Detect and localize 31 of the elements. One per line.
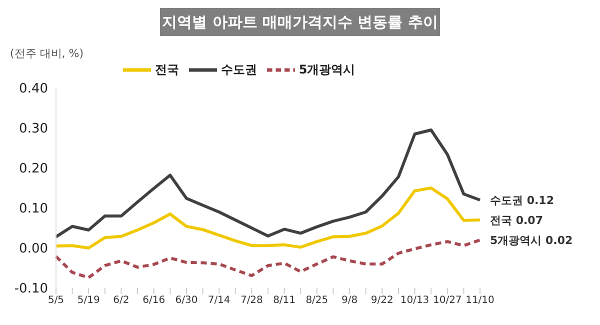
y-tick-label: -0.10 bbox=[14, 282, 48, 297]
annotation: 수도권 0.12 bbox=[490, 194, 554, 207]
y-tick-label: 0.00 bbox=[19, 242, 48, 257]
x-tick-label: 9/22 bbox=[370, 295, 394, 306]
y-tick-label: 0.30 bbox=[19, 122, 48, 137]
line-series bbox=[54, 186, 482, 250]
chart-title: 지역별 아파트 매매가격지수 변동률 추이 bbox=[160, 8, 440, 36]
y-axis-title: (전주 대비, %) bbox=[10, 46, 84, 61]
x-tick-label: 7/14 bbox=[208, 295, 230, 306]
annotation: 전국 0.07 bbox=[490, 214, 543, 227]
y-tick-label: 0.40 bbox=[19, 82, 48, 97]
legend-label: 수도권 bbox=[220, 62, 257, 76]
x-tick-label: 9/8 bbox=[341, 295, 358, 306]
y-tick-label: 0.20 bbox=[19, 162, 48, 177]
y-tick-label: 0.10 bbox=[19, 202, 48, 217]
line-series bbox=[54, 128, 482, 238]
x-tick-label: 6/16 bbox=[142, 295, 166, 306]
x-tick-label: 8/11 bbox=[273, 295, 296, 306]
x-tick-label: 10/13 bbox=[400, 295, 430, 306]
x-tick-label: 7/28 bbox=[240, 295, 263, 306]
legend-label: 전국 bbox=[154, 62, 179, 76]
x-tick-label: 5/5 bbox=[48, 295, 64, 306]
x-tick-label: 6/2 bbox=[113, 295, 130, 306]
x-tick-label: 6/30 bbox=[175, 295, 198, 306]
annotation: 5개광역시 0.02 bbox=[490, 234, 573, 247]
line-series bbox=[54, 238, 482, 280]
x-tick-label: 11/10 bbox=[466, 295, 494, 306]
x-tick-label: 8/25 bbox=[306, 295, 328, 306]
x-tick-label: 10/27 bbox=[432, 295, 462, 306]
legend-label: 5개광역시 bbox=[298, 62, 356, 76]
x-tick-label: 5/19 bbox=[77, 295, 100, 306]
